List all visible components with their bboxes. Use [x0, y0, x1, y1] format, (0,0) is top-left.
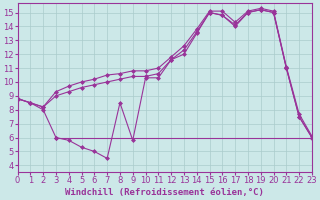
X-axis label: Windchill (Refroidissement éolien,°C): Windchill (Refroidissement éolien,°C): [65, 188, 264, 197]
